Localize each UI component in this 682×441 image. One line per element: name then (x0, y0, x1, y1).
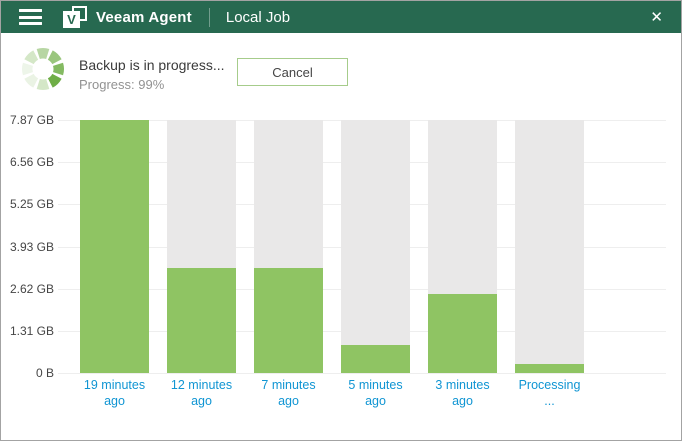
status-title: Backup is in progress... (79, 57, 225, 73)
cancel-button[interactable]: Cancel (237, 58, 348, 86)
x-axis-label[interactable]: 7 minutes ago (261, 378, 316, 408)
y-axis-tick-label: 7.87 GB (9, 113, 54, 127)
x-axis-label[interactable]: 12 minutes ago (170, 378, 233, 408)
spinner-segment (36, 79, 50, 91)
menu-bar (19, 15, 42, 19)
menu-bar (19, 22, 42, 25)
y-axis-tick-label: 1.31 GB (9, 323, 54, 338)
title-separator (208, 7, 210, 27)
job-title: Local Job (225, 8, 291, 26)
menu-bar (19, 9, 42, 12)
spinner-segment (24, 50, 39, 65)
chart-bar-total[interactable] (341, 120, 410, 373)
progress-text: Progress: 99% (79, 77, 165, 92)
menu-icon[interactable] (19, 9, 42, 25)
chart-bar-total[interactable] (515, 120, 584, 373)
x-axis-label[interactable]: 19 minutes ago (83, 378, 146, 408)
chart-bar-transferred[interactable] (254, 267, 323, 373)
veeam-logo-icon: V (63, 6, 87, 28)
progress-spinner-icon (21, 47, 65, 91)
chart-bar-transferred[interactable] (167, 267, 236, 373)
y-axis-tick-label: 2.62 GB (9, 281, 54, 296)
x-axis-label[interactable]: Processing ... (518, 378, 581, 408)
y-axis-tick-label: 6.56 GB (9, 155, 54, 170)
x-axis-label[interactable]: 3 minutes ago (435, 378, 490, 408)
spinner-segment (36, 47, 50, 59)
title-bar: V Veeam Agent Local Job ✕ (1, 1, 681, 33)
chart-bar-transferred[interactable] (341, 345, 410, 373)
chart-gridline (58, 373, 666, 374)
chart-bar-transferred[interactable] (428, 293, 497, 373)
spinner-segment (47, 50, 62, 65)
spinner-segment (53, 62, 65, 76)
spinner-segment (47, 73, 62, 88)
y-axis-tick-label: 3.93 GB (9, 239, 54, 254)
app-title: Veeam Agent (96, 8, 192, 26)
logo-letter: V (63, 11, 80, 28)
spinner-segment (24, 73, 39, 88)
chart-bar-transferred[interactable] (80, 120, 149, 373)
chart-bar-transferred[interactable] (515, 363, 584, 373)
close-icon[interactable]: ✕ (650, 8, 663, 26)
spinner-segment (21, 62, 33, 76)
y-axis-tick-label: 5.25 GB (9, 197, 54, 212)
x-axis-label[interactable]: 5 minutes ago (348, 378, 403, 408)
y-axis-tick-label: 0 B (35, 366, 54, 380)
